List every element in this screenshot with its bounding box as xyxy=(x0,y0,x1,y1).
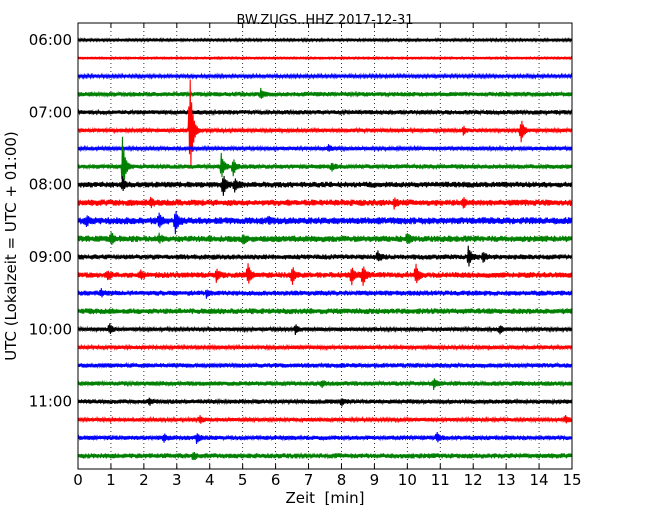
trace-row xyxy=(77,175,573,196)
x-tick-label: 3 xyxy=(172,471,182,489)
trace-row xyxy=(77,211,573,235)
x-tick-label: 4 xyxy=(205,471,215,489)
plot-frame xyxy=(77,22,573,470)
x-tick-label: 2 xyxy=(139,471,149,489)
x-tick-label: 14 xyxy=(530,471,549,489)
y-tick-label: 06:00 xyxy=(29,31,72,49)
x-tick-label: 12 xyxy=(464,471,483,489)
y-tick-label: 11:00 xyxy=(29,393,72,411)
y-tick-label: 07:00 xyxy=(29,103,72,121)
y-axis-label: UTC (Lokalzeit = UTC + 01:00) xyxy=(2,131,20,361)
chart-title: BW.ZUGS..HHZ 2017-12-31 xyxy=(236,13,413,28)
y-tick-label: 09:00 xyxy=(29,248,72,266)
x-tick-label: 9 xyxy=(370,471,380,489)
x-tick-label: 13 xyxy=(497,471,516,489)
x-tick-label: 5 xyxy=(238,471,248,489)
x-tick-label: 10 xyxy=(398,471,417,489)
x-axis: 0 1 2 3 4 5 6 7 8 9 10 11 12 13 14 15 xyxy=(73,23,582,489)
x-tick-label: 1 xyxy=(106,471,116,489)
x-tick-label: 8 xyxy=(337,471,347,489)
x-tick-label: 15 xyxy=(562,471,581,489)
x-tick-label: 6 xyxy=(271,471,281,489)
x-tick-label: 11 xyxy=(431,471,450,489)
y-tick-label: 08:00 xyxy=(29,176,72,194)
x-axis-label: Zeit [min] xyxy=(285,489,364,507)
traces xyxy=(77,37,573,461)
x-tick-label: 7 xyxy=(304,471,314,489)
x-tick-label: 0 xyxy=(73,471,83,489)
y-tick-label: 10:00 xyxy=(29,320,72,338)
y-axis: 06:00 07:00 08:00 09:00 10:00 11:00 xyxy=(29,31,572,411)
trace-row xyxy=(77,136,573,189)
